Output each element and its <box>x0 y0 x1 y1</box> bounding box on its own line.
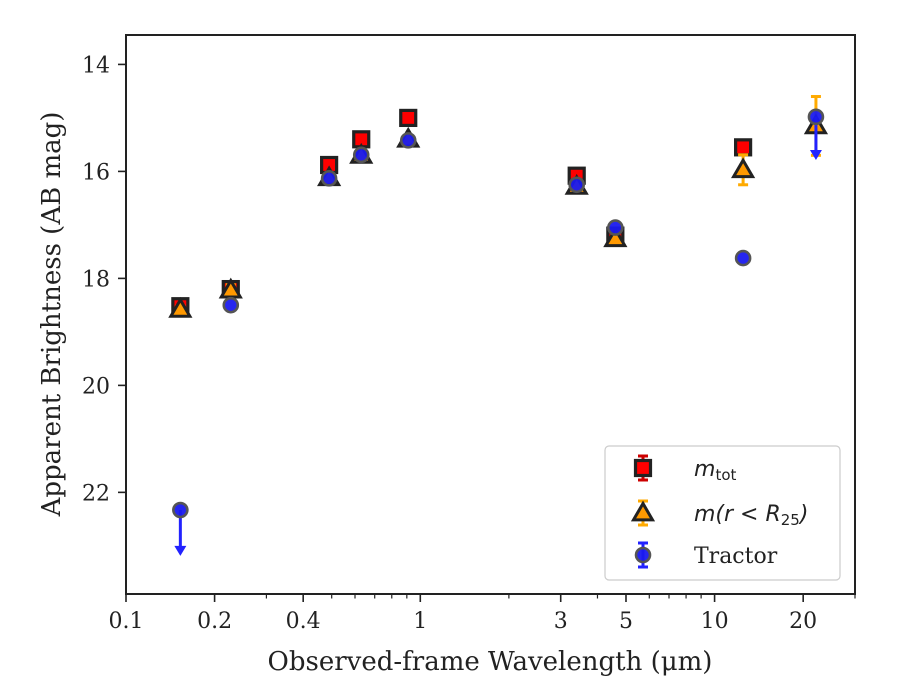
upper-limit-arrowhead <box>809 150 822 161</box>
legend-marker <box>634 546 652 564</box>
data-point <box>730 157 756 179</box>
legend-label: mtot <box>694 457 736 484</box>
legend-label: m(r < R25) <box>694 502 808 529</box>
data-point <box>568 176 586 194</box>
data-point <box>603 226 628 248</box>
y-tick-label: 16 <box>82 160 110 185</box>
axes: 0.1 0.2 0.4 1 3 5 10 20 14 16 18 20 22 <box>82 53 856 634</box>
data-point <box>320 170 338 187</box>
y-tick-label: 18 <box>82 267 110 292</box>
data-point <box>607 219 624 236</box>
data-point <box>807 108 825 126</box>
upper-limit-arrowhead <box>174 545 187 556</box>
x-axis-label: Observed-frame Wavelength (μm) <box>268 647 713 677</box>
y-axis-label: Apparent Brightness (AB mag) <box>37 112 67 518</box>
y-tick-label: 14 <box>82 53 110 78</box>
y-tick-label: 22 <box>82 481 110 506</box>
data-point <box>399 132 417 149</box>
data-point <box>222 296 240 314</box>
x-tick-label: 0.4 <box>286 609 321 634</box>
x-tick-label: 0.1 <box>109 609 144 634</box>
data-point <box>172 501 189 519</box>
data-point <box>399 108 418 128</box>
x-tick-label: 10 <box>701 609 729 634</box>
plot-frame <box>125 34 856 595</box>
x-tick-label: 5 <box>619 609 633 634</box>
legend-marker <box>630 500 656 522</box>
legend-marker <box>633 458 653 478</box>
data-point <box>734 138 753 157</box>
x-tick-label: 0.2 <box>197 609 232 634</box>
data-point <box>168 296 193 318</box>
data-points <box>168 95 829 556</box>
legend-label: Tractor <box>694 544 778 569</box>
data-point <box>352 146 370 164</box>
legend: mtot m(r < R25) Tractor <box>604 445 841 581</box>
data-point <box>734 249 752 267</box>
x-tick-label: 20 <box>789 609 817 634</box>
y-tick-label: 20 <box>82 374 110 399</box>
x-tick-label: 1 <box>413 609 427 634</box>
legend-box <box>604 445 841 581</box>
x-tick-label: 3 <box>554 609 568 634</box>
